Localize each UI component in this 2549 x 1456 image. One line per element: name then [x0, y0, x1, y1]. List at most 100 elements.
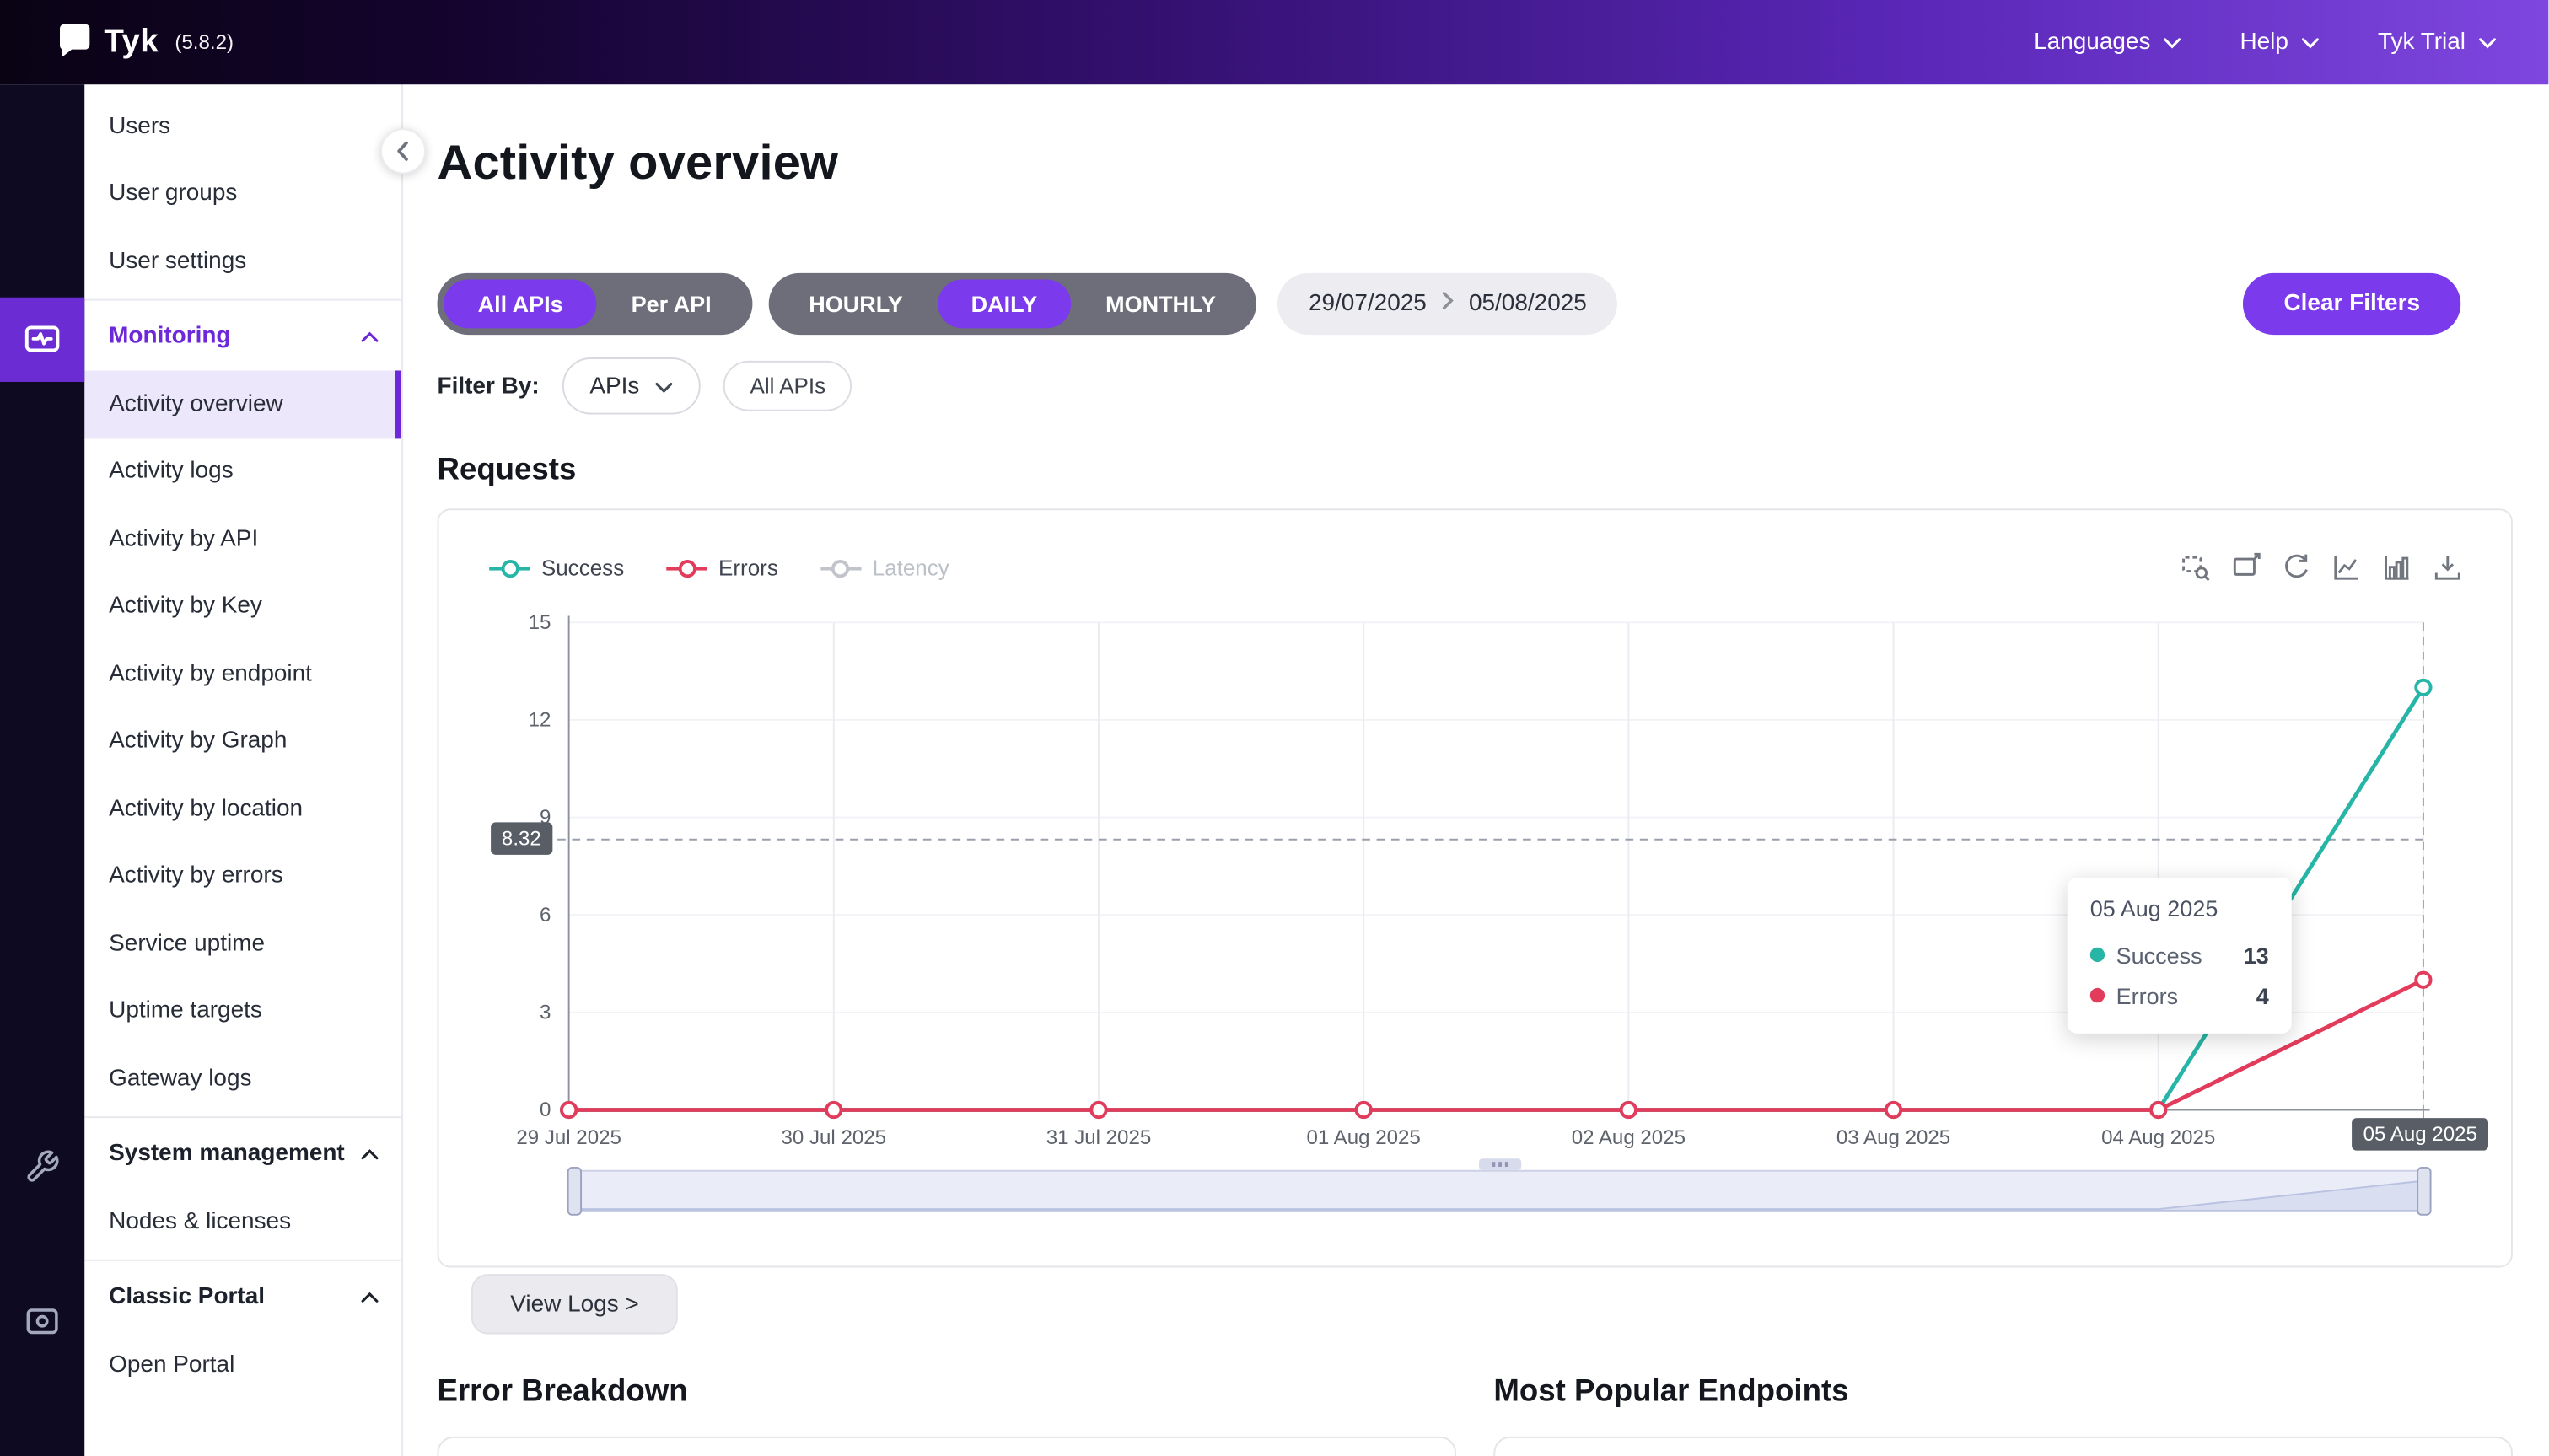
- sidebar-item-label: Activity logs: [109, 459, 234, 485]
- sidebar-item-users[interactable]: Users: [84, 93, 401, 160]
- svg-text:12: 12: [529, 709, 551, 732]
- tooltip-row-success: Success 13: [2089, 934, 2269, 975]
- error-breakdown-card: [437, 1436, 1457, 1456]
- toggle-hourly[interactable]: HOURLY: [809, 291, 903, 317]
- legend-latency[interactable]: Latency: [820, 556, 949, 580]
- toggle-daily[interactable]: DAILY: [937, 279, 1072, 329]
- download-icon[interactable]: [2433, 552, 2462, 582]
- svg-text:02 Aug 2025: 02 Aug 2025: [1572, 1126, 1686, 1149]
- toggle-per-api[interactable]: Per API: [631, 291, 712, 317]
- tooltip-series-value: 13: [2243, 941, 2269, 968]
- svg-text:04 Aug 2025: 04 Aug 2025: [2101, 1126, 2215, 1149]
- header-menu-help[interactable]: Help: [2240, 30, 2319, 56]
- datazoom-right-handle[interactable]: [2417, 1166, 2432, 1216]
- sidebar-item-activity-by-errors[interactable]: Activity by errors: [84, 842, 401, 910]
- top-bar: Tyk (5.8.2) Languages Help Tyk Trial: [0, 0, 2549, 85]
- datazoom-grip[interactable]: [1478, 1158, 1521, 1170]
- section-label: Monitoring: [109, 324, 231, 350]
- view-logs-button[interactable]: View Logs >: [471, 1274, 679, 1335]
- zoom-reset-icon[interactable]: [2231, 552, 2261, 582]
- wrench-icon[interactable]: [0, 1125, 84, 1209]
- sidebar-item-label: Open Portal: [109, 1351, 235, 1378]
- tooltip-title: 05 Aug 2025: [2089, 895, 2218, 921]
- date-range-start: 29/07/2025: [1308, 291, 1427, 317]
- sidebar-section-monitoring[interactable]: Monitoring: [84, 303, 401, 370]
- portal-icon[interactable]: [0, 1281, 84, 1365]
- sidebar-item-label: Uptime targets: [109, 997, 262, 1024]
- sidebar-item-label: Activity by Key: [109, 594, 262, 620]
- sidebar-item-activity-by-key[interactable]: Activity by Key: [84, 572, 401, 640]
- svg-text:6: 6: [540, 904, 551, 927]
- legend-marker: [820, 560, 862, 576]
- monitoring-rail-icon[interactable]: [0, 297, 85, 382]
- success-dot: [2089, 947, 2105, 963]
- zoom-select-icon[interactable]: [2181, 552, 2211, 582]
- sidebar-item-user-groups[interactable]: User groups: [84, 160, 401, 228]
- bar-chart-icon[interactable]: [2383, 552, 2412, 582]
- datazoom-left-handle[interactable]: [567, 1166, 583, 1216]
- sidebar-item-activity-logs[interactable]: Activity logs: [84, 438, 401, 505]
- sidebar-item-uptime-targets[interactable]: Uptime targets: [84, 977, 401, 1045]
- sidebar-item-label: Activity by location: [109, 795, 304, 822]
- sidebar-item-activity-by-endpoint[interactable]: Activity by endpoint: [84, 640, 401, 707]
- date-range-picker[interactable]: 29/07/2025 05/08/2025: [1277, 272, 1618, 336]
- requests-line-chart[interactable]: 29 Jul 2025 30 Jul 2025 31 Jul 2025 01 Aug …: [438, 510, 2511, 1265]
- datazoom-slider[interactable]: [567, 1158, 2432, 1216]
- legend-errors[interactable]: Errors: [666, 556, 778, 580]
- line-chart-icon[interactable]: [2332, 552, 2362, 582]
- icon-rail: [0, 84, 85, 1456]
- chevron-down-icon: [2164, 30, 2181, 56]
- sidebar-item-user-settings[interactable]: User settings: [84, 228, 401, 295]
- header-menu-languages[interactable]: Languages: [2034, 30, 2181, 56]
- filters-toolbar: All APIs Per API HOURLY DAILY MONTHLY 29…: [437, 272, 2512, 336]
- chevron-up-icon: [361, 1142, 379, 1168]
- tyk-logo[interactable]: Tyk (5.8.2): [0, 20, 234, 64]
- sidebar-item-service-uptime[interactable]: Service uptime: [84, 910, 401, 977]
- legend-success[interactable]: Success: [489, 556, 624, 580]
- most-popular-endpoints-card: [1493, 1436, 2513, 1456]
- legend-label: Success: [540, 556, 625, 581]
- sidebar-item-open-portal[interactable]: Open Portal: [84, 1331, 401, 1399]
- toggle-all-apis[interactable]: All APIs: [444, 279, 598, 329]
- sidebar-section-system-management[interactable]: System management: [84, 1120, 401, 1188]
- clear-filters-button[interactable]: Clear Filters: [2243, 272, 2461, 336]
- y-axis-pointer-label: 8.32: [490, 821, 553, 855]
- sidebar-item-gateway-logs[interactable]: Gateway logs: [84, 1045, 401, 1112]
- sidebar-item-label: Service uptime: [109, 930, 266, 957]
- svg-text:31 Jul 2025: 31 Jul 2025: [1046, 1126, 1152, 1149]
- sidebar-item-activity-overview[interactable]: Activity overview: [84, 370, 402, 438]
- requests-heading: Requests: [437, 453, 577, 488]
- header-menu-account[interactable]: Tyk Trial: [2378, 30, 2497, 56]
- sidebar-divider: [84, 1258, 402, 1260]
- menu-label: Help: [2240, 29, 2288, 56]
- svg-text:03 Aug 2025: 03 Aug 2025: [1836, 1126, 1950, 1149]
- sidebar-section-classic-portal[interactable]: Classic Portal: [84, 1264, 401, 1331]
- all-apis-chip[interactable]: All APIs: [723, 360, 852, 411]
- page-title: Activity overview: [437, 136, 839, 191]
- sidebar-item-label: Activity overview: [109, 391, 283, 417]
- restore-icon[interactable]: [2282, 552, 2311, 582]
- tyk-logo-icon: [56, 20, 92, 64]
- sidebar-item-activity-by-location[interactable]: Activity by location: [84, 775, 401, 842]
- toggle-monthly[interactable]: MONTHLY: [1105, 291, 1217, 317]
- error-breakdown-section: Error Breakdown: [437, 1374, 1457, 1456]
- sidebar-item-nodes-licenses[interactable]: Nodes & licenses: [84, 1188, 401, 1255]
- menu-label: Tyk Trial: [2377, 29, 2466, 56]
- chart-legend: Success Errors Latency: [489, 556, 949, 580]
- filter-by-row: Filter By: APIs All APIs: [437, 357, 2512, 415]
- main-content: Activity overview All APIs Per API HOURL…: [403, 84, 2549, 1456]
- chevron-right-icon: [1441, 291, 1454, 317]
- chevron-up-icon: [361, 324, 379, 350]
- error-breakdown-heading: Error Breakdown: [437, 1374, 688, 1410]
- brand-name: Tyk: [104, 23, 159, 60]
- chart-toolbox: [2181, 552, 2462, 582]
- apis-dropdown[interactable]: APIs: [562, 357, 702, 415]
- legend-marker: [489, 560, 530, 576]
- legend-label: Errors: [718, 556, 778, 581]
- sidebar-item-activity-by-api[interactable]: Activity by API: [84, 505, 401, 572]
- sidebar-item-label: Activity by Graph: [109, 728, 288, 755]
- sidebar-item-label: User settings: [109, 248, 247, 275]
- sidebar-collapse-button[interactable]: [380, 128, 427, 175]
- most-popular-endpoints-section: Most Popular Endpoints: [1493, 1375, 2513, 1456]
- sidebar-item-activity-by-graph[interactable]: Activity by Graph: [84, 707, 401, 775]
